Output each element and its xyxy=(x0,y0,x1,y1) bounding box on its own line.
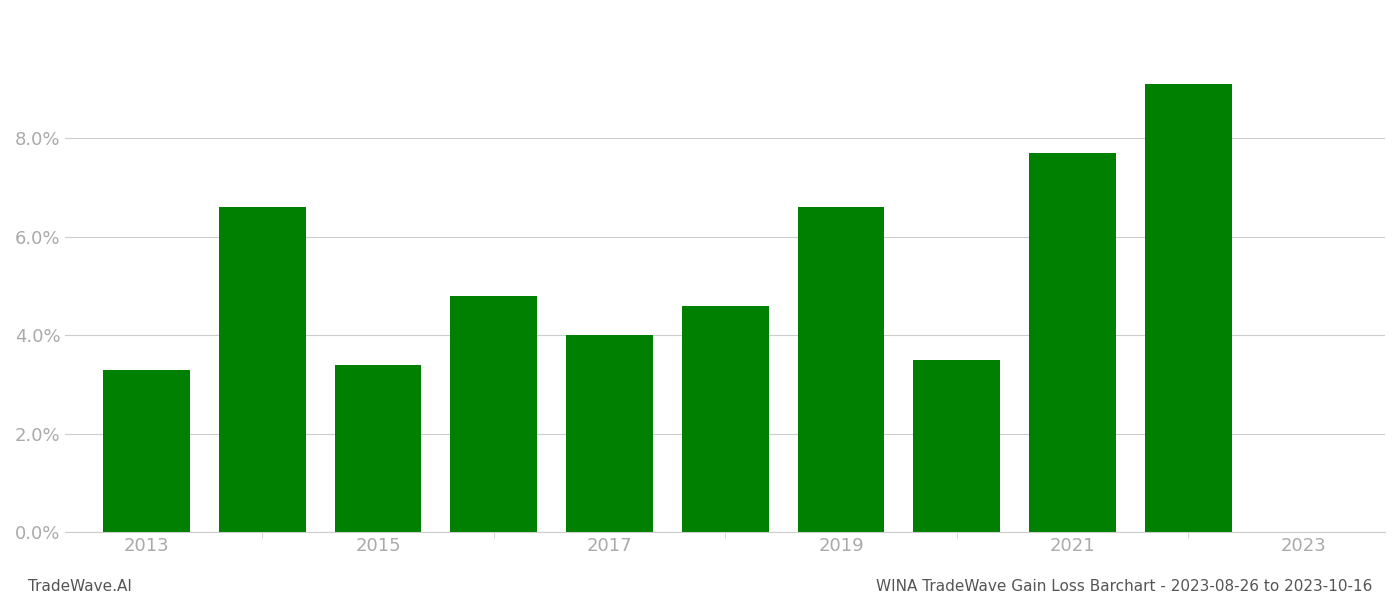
Bar xyxy=(335,365,421,532)
Bar xyxy=(218,207,305,532)
Bar xyxy=(798,207,885,532)
Bar xyxy=(104,370,190,532)
Text: TradeWave.AI: TradeWave.AI xyxy=(28,579,132,594)
Bar xyxy=(913,360,1000,532)
Bar xyxy=(451,296,538,532)
Bar xyxy=(682,305,769,532)
Bar xyxy=(566,335,652,532)
Bar xyxy=(1145,84,1232,532)
Text: WINA TradeWave Gain Loss Barchart - 2023-08-26 to 2023-10-16: WINA TradeWave Gain Loss Barchart - 2023… xyxy=(875,579,1372,594)
Bar xyxy=(1029,153,1116,532)
